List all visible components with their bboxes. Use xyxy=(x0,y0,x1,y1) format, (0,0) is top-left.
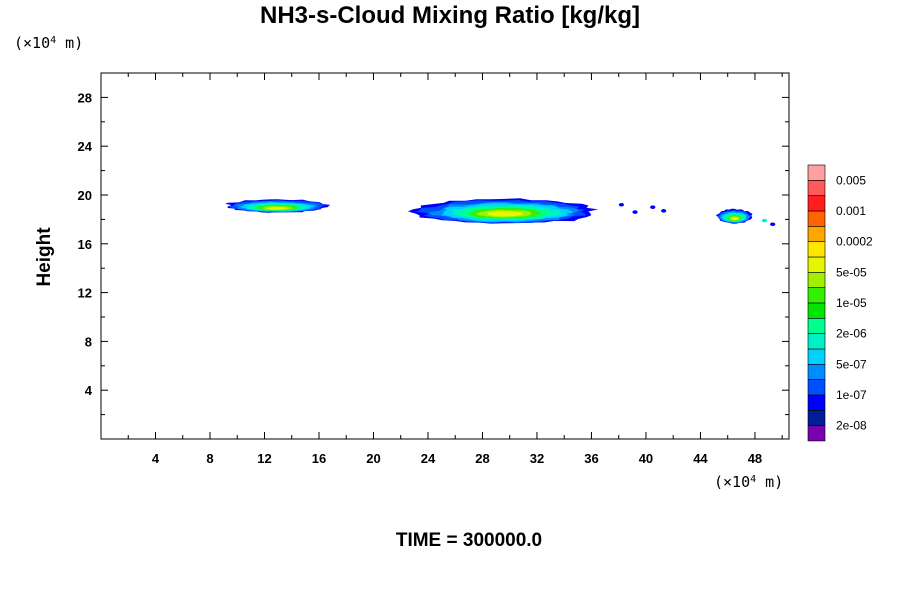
y-tick-label: 16 xyxy=(78,237,92,252)
colorbar-label: 5e-07 xyxy=(836,357,867,371)
colorbar-swatch xyxy=(807,348,826,365)
x-tick-label: 20 xyxy=(366,451,380,466)
colorbar-swatch xyxy=(807,302,826,319)
chart-title: NH3-s-Cloud Mixing Ratio [kg/kg] xyxy=(260,2,640,29)
cloud-speck xyxy=(632,210,638,214)
cloud-contour-region-1 xyxy=(486,211,525,217)
x-tick-label: 16 xyxy=(312,451,326,466)
colorbar-label: 0.005 xyxy=(836,173,866,187)
y-tick-label: 4 xyxy=(85,383,93,398)
cloud-speck xyxy=(761,218,768,223)
x-tick-label: 40 xyxy=(639,451,653,466)
colorbar-swatch xyxy=(807,394,826,411)
x-tick-label: 48 xyxy=(748,451,762,466)
colorbar-label: 5e-05 xyxy=(836,265,867,279)
plot-frame xyxy=(100,72,790,440)
y-unit-label: (×104 m) xyxy=(14,34,83,52)
y-axis-label: Height xyxy=(34,227,55,287)
x-tick-label: 12 xyxy=(257,451,271,466)
colorbar-label: 0.0002 xyxy=(836,235,873,249)
colorbar-swatch xyxy=(807,379,826,396)
x-tick-label: 28 xyxy=(475,451,489,466)
colorbar-label: 0.001 xyxy=(836,204,866,218)
x-unit-label: (×104 m) xyxy=(714,473,783,491)
time-label: TIME = 300000.0 xyxy=(395,530,543,551)
cloud-speck xyxy=(650,205,656,209)
x-tick-label: 32 xyxy=(530,451,544,466)
colorbar-swatch xyxy=(807,333,826,350)
colorbar-swatch xyxy=(807,272,826,288)
y-tick-label: 8 xyxy=(85,334,92,349)
cloud-contour-region-2 xyxy=(730,217,739,221)
x-tick-label: 44 xyxy=(693,451,708,466)
colorbar-swatch xyxy=(807,226,826,242)
cloud-contour-region-0 xyxy=(266,207,288,210)
colorbar-swatch xyxy=(807,256,826,273)
colorbar-swatch xyxy=(807,241,826,258)
y-tick-label: 24 xyxy=(78,139,93,154)
cloud-speck xyxy=(661,209,667,213)
colorbar-swatch xyxy=(807,180,826,196)
colorbar-swatch xyxy=(807,425,826,442)
colorbar-swatch xyxy=(807,210,826,227)
cloud-field xyxy=(225,198,776,227)
colorbar-label: 2e-06 xyxy=(836,327,867,341)
colorbar-swatch xyxy=(807,164,826,181)
colorbar-label: 2e-08 xyxy=(836,419,867,433)
colorbar-swatch xyxy=(807,195,826,212)
x-tick-label: 24 xyxy=(421,451,436,466)
y-tick-label: 28 xyxy=(78,90,92,105)
colorbar-swatch xyxy=(807,409,826,426)
y-tick-label: 20 xyxy=(78,188,92,203)
colorbar-swatch xyxy=(807,317,826,334)
x-tick-label: 36 xyxy=(584,451,598,466)
x-tick-label: 4 xyxy=(152,451,160,466)
colorbar: 2e-08 1e-07 5e-07 2e-06 1e-05 5e-05 0.0002 0.00… xyxy=(807,164,873,442)
cloud-speck xyxy=(618,202,625,207)
colorbar-label: 1e-07 xyxy=(836,388,867,402)
cloud-speck xyxy=(770,222,776,227)
x-tick-label: 8 xyxy=(206,451,213,466)
y-tick-label: 12 xyxy=(78,286,92,301)
colorbar-swatch xyxy=(807,363,826,380)
colorbar-label: 1e-05 xyxy=(836,296,867,310)
colorbar-swatch xyxy=(807,287,826,304)
